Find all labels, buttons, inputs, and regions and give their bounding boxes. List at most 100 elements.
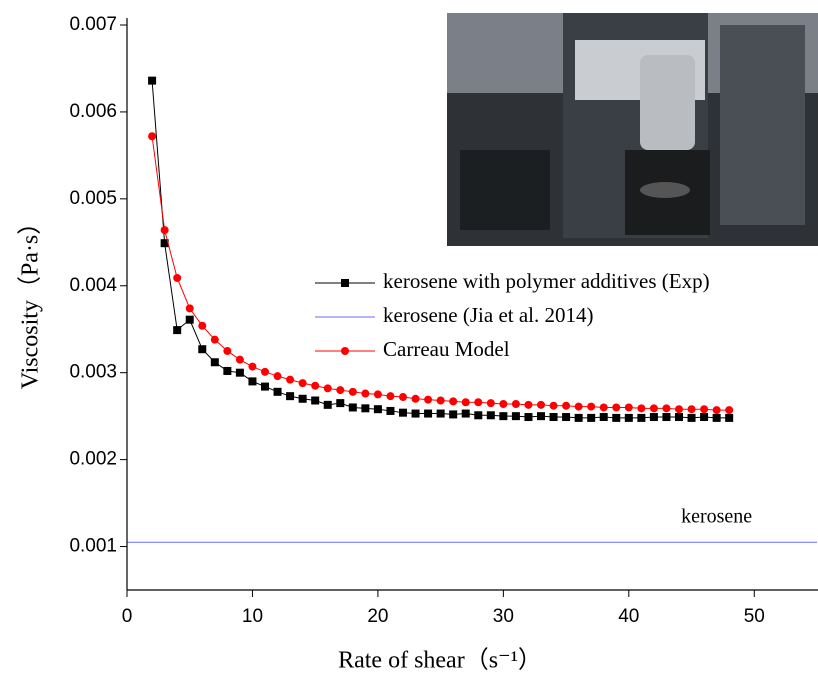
data-point [688, 405, 696, 413]
data-point [399, 393, 407, 401]
data-point [173, 274, 181, 282]
data-point [474, 411, 482, 419]
data-point [198, 345, 206, 353]
data-point [236, 369, 244, 377]
x-tick-label: 50 [744, 606, 765, 627]
data-point [725, 414, 733, 422]
data-point [223, 347, 231, 355]
data-point [248, 363, 256, 371]
data-point [449, 410, 457, 418]
data-point [449, 397, 457, 405]
data-point [524, 401, 532, 409]
data-point [148, 77, 156, 85]
data-point [437, 410, 445, 418]
legend-label: Carreau Model [383, 337, 510, 361]
data-point [186, 316, 194, 324]
data-point [524, 413, 532, 421]
data-point [562, 402, 570, 410]
x-tick-label: 10 [242, 606, 263, 627]
legend-marker [341, 279, 349, 287]
data-point [173, 326, 181, 334]
data-point [499, 400, 507, 408]
data-point [361, 390, 369, 398]
data-point [675, 413, 683, 421]
data-point [374, 390, 382, 398]
data-point [550, 413, 558, 421]
data-point [487, 411, 495, 419]
data-point [211, 336, 219, 344]
data-point [236, 356, 244, 364]
data-point [223, 367, 231, 375]
data-point [424, 410, 432, 418]
y-tick-label: 0.007 [69, 14, 117, 35]
data-point [336, 386, 344, 394]
x-tick-label: 20 [367, 606, 388, 627]
x-axis-title: Rate of shear（s⁻¹） [338, 648, 542, 674]
data-point [311, 382, 319, 390]
data-point [675, 405, 683, 413]
data-point [148, 132, 156, 140]
data-point [412, 395, 420, 403]
data-point [600, 403, 608, 411]
data-point [700, 405, 708, 413]
data-point [198, 322, 206, 330]
data-point [462, 398, 470, 406]
data-point [274, 388, 282, 396]
data-point [650, 413, 658, 421]
legend-marker [341, 347, 349, 355]
y-tick-label: 0.005 [69, 188, 117, 209]
data-point [349, 388, 357, 396]
data-point [474, 398, 482, 406]
data-point [537, 412, 545, 420]
data-point [286, 376, 294, 384]
data-point [311, 397, 319, 405]
data-point [211, 358, 219, 366]
data-point [537, 401, 545, 409]
data-point [587, 414, 595, 422]
data-point [286, 392, 294, 400]
y-axis-title: Viscosity（Pa·s） [18, 211, 44, 390]
data-point [662, 413, 670, 421]
data-point [662, 404, 670, 412]
data-point [324, 384, 332, 392]
data-point [462, 410, 470, 418]
data-point [248, 377, 256, 385]
data-point [600, 413, 608, 421]
y-tick-label: 0.003 [69, 362, 117, 383]
data-point [274, 372, 282, 380]
y-tick-label: 0.001 [69, 536, 117, 557]
data-point [688, 414, 696, 422]
data-point [512, 400, 520, 408]
data-point [700, 413, 708, 421]
data-point [261, 383, 269, 391]
annotation: kerosene [681, 505, 752, 527]
legend-label: kerosene (Jia et al. 2014) [383, 303, 594, 327]
data-point [725, 406, 733, 414]
data-point [499, 412, 507, 420]
data-point [186, 304, 194, 312]
data-point [399, 409, 407, 417]
data-point [612, 414, 620, 422]
data-point [562, 413, 570, 421]
y-tick-label: 0.006 [69, 101, 117, 122]
data-point [361, 404, 369, 412]
y-tick-label: 0.002 [69, 449, 117, 470]
data-point [713, 414, 721, 422]
data-point [161, 226, 169, 234]
x-tick-label: 0 [122, 606, 133, 627]
data-point [625, 403, 633, 411]
data-point [261, 368, 269, 376]
chart: 0.0010.0020.0030.0040.0050.0060.00701020… [0, 0, 818, 680]
x-tick-label: 40 [618, 606, 639, 627]
data-point [349, 403, 357, 411]
data-point [575, 403, 583, 411]
data-point [386, 392, 394, 400]
data-point [637, 414, 645, 422]
data-point [625, 414, 633, 422]
data-point [650, 404, 658, 412]
data-point [587, 403, 595, 411]
x-tick-label: 30 [493, 606, 514, 627]
data-point [374, 405, 382, 413]
data-point [550, 402, 558, 410]
data-point [386, 407, 394, 415]
